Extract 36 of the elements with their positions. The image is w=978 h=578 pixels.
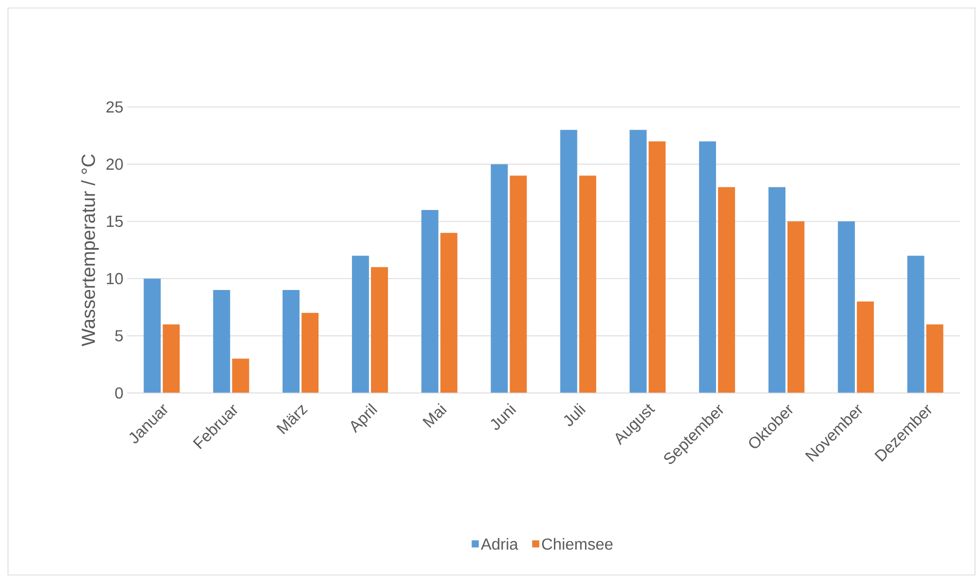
bar <box>787 221 804 393</box>
bar <box>352 256 369 393</box>
bar <box>162 324 180 393</box>
bar <box>768 187 786 393</box>
bar <box>302 312 319 393</box>
bar <box>144 278 161 393</box>
bar <box>232 358 250 393</box>
bar <box>440 232 458 393</box>
bar <box>213 290 230 393</box>
bar <box>560 130 578 393</box>
bar <box>630 130 647 393</box>
bar <box>282 290 300 393</box>
bar <box>579 176 596 393</box>
y-tick-label: 10 <box>106 272 123 284</box>
x-tick-label: Mai <box>422 403 447 428</box>
bar <box>907 256 924 393</box>
x-tick-label: Juni <box>490 403 516 430</box>
bar <box>856 301 874 393</box>
bar <box>510 176 527 393</box>
legend-label: Adria <box>480 538 518 550</box>
bar <box>370 267 388 393</box>
y-axis-title: Wassertemperatur / °C <box>81 154 99 346</box>
bar <box>421 210 438 393</box>
bar <box>926 324 944 393</box>
y-tick-label: 25 <box>106 101 123 113</box>
bar <box>490 164 508 393</box>
x-tick-label: Juli <box>564 403 586 426</box>
bar <box>648 141 666 393</box>
y-tick-label: 15 <box>106 216 123 227</box>
bar <box>699 141 716 393</box>
legend-label: Chiemsee <box>542 538 613 550</box>
bar <box>838 221 855 393</box>
y-tick-label: 5 <box>115 330 123 342</box>
bar <box>718 187 736 393</box>
y-tick-label: 0 <box>115 387 123 399</box>
y-tick-label: 20 <box>106 158 123 170</box>
